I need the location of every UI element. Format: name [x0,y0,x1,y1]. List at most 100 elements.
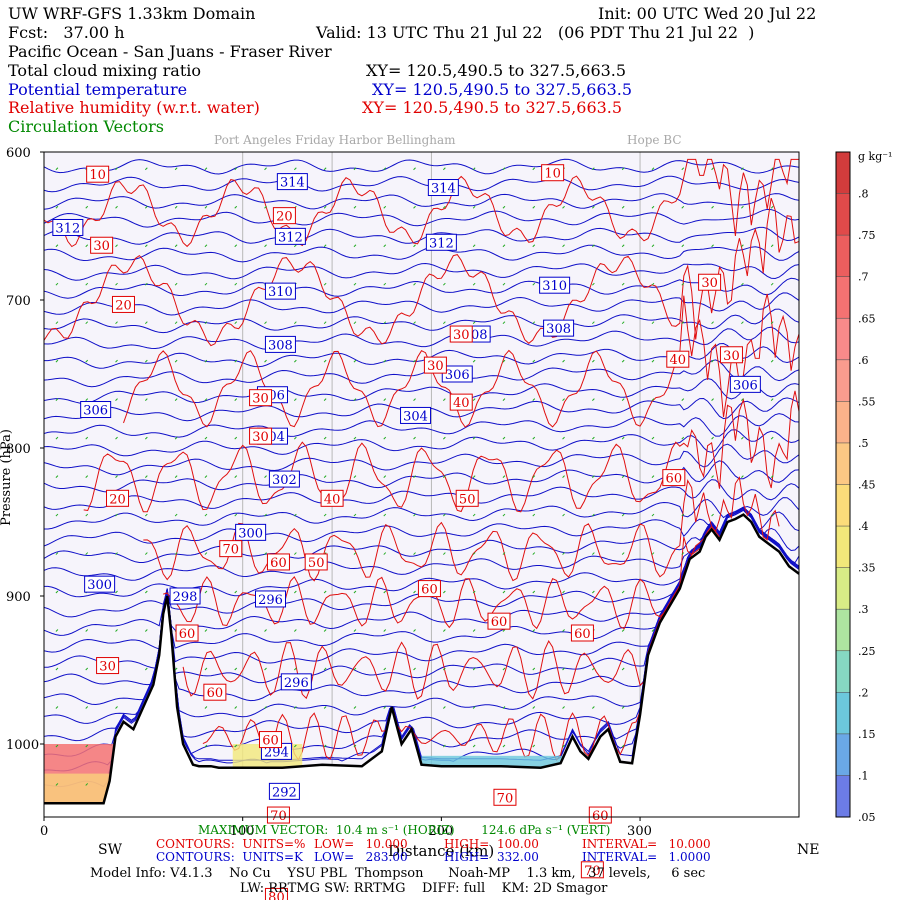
rh-label: 60 [491,615,508,630]
circulation-vector [264,475,267,478]
circulation-vector [204,706,208,709]
circulation-vector [711,359,714,363]
circulation-vector [234,205,238,209]
theta-contour [44,244,799,263]
circulation-vector [353,513,357,517]
circulation-vector [85,629,89,632]
circulation-vector [383,629,387,632]
colorbar-label: .1 [858,769,869,782]
circulation-vector [383,359,387,363]
circulation-vector [562,398,565,401]
circulation-vector [383,321,387,325]
theta-label: 312 [55,221,80,236]
theta-label-box [235,523,267,541]
rh-label: 20 [109,492,126,507]
circulation-vector [651,321,655,325]
circulation-vector [353,744,357,748]
place-names-right: Hope BC [627,133,682,147]
terrain-fill [44,514,799,817]
x-tick-label: 300 [627,824,652,839]
rh-label: 40 [453,396,470,411]
circulation-vector [55,398,59,401]
rh-label: 30 [701,276,718,291]
colorbar-label: .5 [858,437,869,450]
rh-label-box [320,489,344,507]
circulation-vector [472,667,476,671]
circulation-vector [55,783,59,786]
circulation-vector [85,475,89,478]
circulation-vector [383,590,387,594]
rh-label-box [719,346,743,364]
circulation-vector [323,244,327,248]
colorbar-swatch [836,609,850,652]
circulation-vector [323,205,327,209]
circulation-vector [741,282,744,286]
circulation-vector [264,552,267,555]
circulation-vector [293,436,297,440]
rh-contours-low: LOW= 10.000 [314,837,408,851]
circulation-vector [234,475,238,478]
circulation-vector [234,244,238,248]
circulation-vector [651,359,655,363]
theta-label-box [543,319,575,337]
circulation-vector [115,282,118,286]
circulation-vector [562,244,565,248]
rh-label: 30 [453,328,470,343]
theta-contour [44,497,799,530]
rh-contour [143,476,780,582]
rh-label-box [266,553,290,571]
circulation-vector [681,205,685,209]
circulation-vector [443,629,446,632]
valid-time: Valid: 13 UTC Thu 21 Jul 22 (06 PDT Thu … [316,23,755,42]
theta-contour [44,508,799,563]
circulation-vector [562,513,565,517]
max-vector-text: MAXIMUM VECTOR: 10.4 m s⁻¹ (HORIZ) 124.6… [198,823,611,837]
theta-label: 310 [542,279,567,294]
circulation-vector [621,590,625,594]
theta-contour [44,509,799,547]
circulation-vector [144,475,148,478]
y-tick-label: 1000 [6,738,39,753]
circulation-vector [264,167,267,171]
circulation-vector [472,706,476,709]
circulation-vector [323,436,327,440]
field-rh-name: Relative humidity (w.r.t. water) [8,98,260,117]
rh-label-box [272,207,296,225]
circulation-vector [293,590,297,594]
circulation-vector [144,244,148,248]
rh-label-box [449,393,473,411]
theta-label: 298 [173,590,198,605]
circulation-vector [264,359,267,363]
circulation-vector [711,398,714,401]
theta-contours-interval: INTERVAL= 1.0000 [582,850,711,864]
circulation-vector [383,513,387,517]
circulation-vector [472,359,476,363]
circulation-vector [651,552,655,555]
colorbar-label: .4 [858,520,869,533]
rh-label-box [570,624,594,642]
circulation-vector [174,282,178,286]
theta-label: 314 [431,182,456,197]
colorbar-label: .35 [858,562,876,575]
rh-label: 70 [584,864,601,879]
theta-label: 302 [272,473,297,488]
rh-contour [44,197,799,347]
circulation-vector [681,282,685,286]
circulation-vector [115,590,118,594]
theta-label: 310 [268,285,293,300]
circulation-vector [353,706,357,709]
circulation-vector [562,706,565,709]
colorbar-swatch [836,733,850,776]
circulation-vector [293,513,297,517]
circulation-vector [115,513,118,517]
circulation-vector [681,552,685,555]
circulation-vector [234,321,238,325]
rh-label: 70 [497,791,514,806]
circulation-vector [353,629,357,632]
circulation-vector [562,205,565,209]
circulation-vector [472,629,476,632]
colorbar-label: .6 [858,354,869,367]
theta-label: 294 [264,745,289,760]
circulation-vector [323,167,327,171]
circulation-vector [174,244,178,248]
